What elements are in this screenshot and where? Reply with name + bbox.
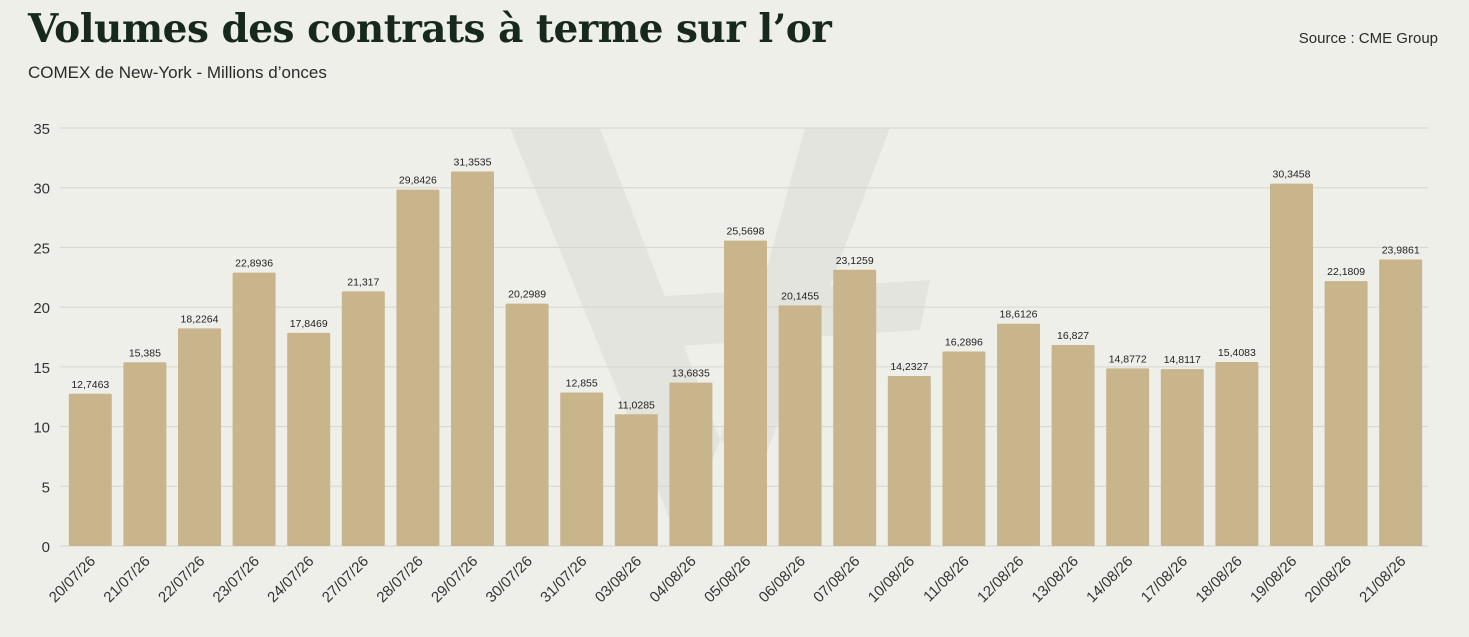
bars [68, 171, 1423, 546]
bar [560, 392, 604, 546]
bar [669, 382, 713, 546]
bar [778, 305, 822, 546]
x-tick-label: 06/08/26 [756, 553, 809, 606]
bar [1160, 369, 1204, 546]
x-tick-label: 07/08/26 [810, 553, 863, 606]
data-label: 16,827 [1057, 330, 1089, 342]
x-tick-label: 11/08/26 [920, 553, 973, 606]
x-tick-label: 23/07/26 [210, 553, 263, 606]
bar [1215, 361, 1259, 546]
y-tick-label: 10 [33, 420, 50, 437]
bar [997, 323, 1040, 546]
bar [505, 303, 549, 546]
bar [68, 393, 112, 546]
data-label: 14,8117 [1164, 354, 1201, 366]
x-tick-label: 20/07/26 [46, 553, 99, 606]
x-tick-label: 24/07/26 [264, 553, 317, 606]
bar [887, 376, 931, 546]
bar [1324, 281, 1368, 546]
data-label: 20,2989 [508, 289, 546, 301]
x-axis: 20/07/26 21/07/26 22/07/26 23/07/26 24/07/26… [46, 553, 1410, 606]
x-tick-label: 20/08/26 [1302, 553, 1355, 606]
bar [1270, 183, 1313, 546]
data-label: 18,6126 [1000, 309, 1038, 321]
bar [287, 332, 331, 546]
x-tick-label: 03/08/26 [592, 553, 645, 606]
x-tick-label: 29/07/26 [428, 553, 481, 606]
x-tick-label: 19/08/26 [1247, 553, 1300, 606]
data-label: 30,3458 [1273, 169, 1311, 181]
data-label: 16,2896 [945, 336, 983, 348]
bar [232, 272, 276, 546]
data-label: 13,6835 [672, 368, 710, 380]
x-tick-label: 14/08/26 [1083, 553, 1136, 606]
data-labels: 12,7463 15,385 18,2264 22,8936 17,8469 21,317… [71, 157, 1420, 412]
data-label: 12,855 [566, 377, 598, 389]
x-tick-label: 21/08/26 [1356, 553, 1409, 606]
data-label: 17,8469 [290, 318, 328, 330]
chart-title: Volumes des contrats à terme sur l’or [28, 6, 832, 52]
x-tick-label: 17/08/26 [1138, 553, 1191, 606]
y-tick-label: 20 [33, 300, 50, 317]
bar [178, 328, 221, 546]
data-label: 15,4083 [1218, 347, 1256, 359]
data-label: 21,317 [347, 276, 379, 288]
data-label: 31,3535 [454, 157, 492, 169]
chart-subtitle: COMEX de New-York - Millions d’onces [28, 63, 327, 82]
y-tick-label: 0 [42, 539, 50, 556]
x-tick-label: 27/07/26 [319, 553, 372, 606]
bar [123, 362, 167, 546]
y-axis: 0 5 10 15 20 25 30 35 [33, 121, 50, 556]
bar [942, 351, 986, 546]
bar [614, 414, 658, 546]
x-tick-label: 10/08/26 [865, 553, 918, 606]
data-label: 25,5698 [727, 226, 765, 238]
y-tick-label: 15 [33, 360, 50, 377]
bar [833, 269, 877, 546]
x-tick-label: 12/08/26 [974, 553, 1027, 606]
x-tick-label: 05/08/26 [701, 553, 754, 606]
data-label: 18,2264 [181, 313, 219, 325]
y-tick-label: 5 [42, 479, 50, 496]
data-label: 23,9861 [1382, 245, 1420, 257]
data-label: 14,8772 [1109, 353, 1147, 365]
x-tick-label: 22/07/26 [155, 553, 208, 606]
x-tick-label: 13/08/26 [1029, 553, 1082, 606]
data-label: 15,385 [129, 347, 161, 359]
data-label: 11,0285 [618, 399, 655, 411]
data-label: 23,1259 [836, 255, 874, 267]
x-tick-label: 18/08/26 [1192, 553, 1245, 606]
x-tick-label: 04/08/26 [646, 553, 699, 606]
data-label: 20,1455 [781, 290, 819, 302]
bar [451, 171, 494, 546]
bar [724, 240, 767, 546]
source-label: Source : CME Group [1298, 30, 1438, 47]
y-tick-label: 30 [33, 181, 50, 198]
data-label: 12,7463 [71, 379, 109, 391]
data-label: 29,8426 [399, 175, 437, 187]
data-label: 14,2327 [890, 361, 928, 373]
data-label: 22,1809 [1327, 266, 1365, 278]
x-tick-label: 21/07/26 [100, 553, 153, 606]
bar [341, 291, 385, 546]
data-label: 22,8936 [235, 258, 273, 270]
bar [1051, 345, 1095, 546]
y-tick-label: 25 [33, 240, 50, 257]
x-tick-label: 28/07/26 [373, 553, 426, 606]
bar [1106, 368, 1150, 546]
x-tick-label: 30/07/26 [483, 553, 536, 606]
bar [1379, 259, 1423, 546]
bar [396, 189, 440, 546]
x-tick-label: 31/07/26 [537, 553, 590, 606]
y-tick-label: 35 [33, 121, 50, 138]
